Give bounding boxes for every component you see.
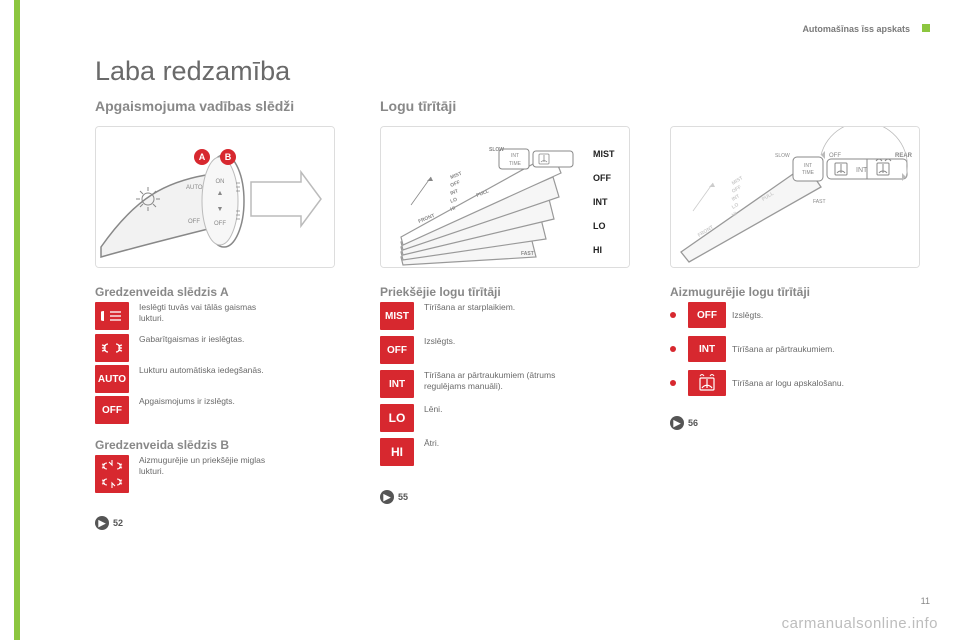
row-mist: MIST Tīrīšana ar starplaikiem. (380, 302, 515, 330)
svg-text:AUTO: AUTO (186, 185, 203, 191)
row-beam-text: Ieslēgti tuvās vai tālās gaismas lukturi… (139, 302, 256, 323)
page-number: 11 (921, 596, 930, 606)
t: Tīrīšana ar pārtraukumiem (ātrums (424, 370, 555, 380)
col2-heading: Priekšējie logu tīrītāji (380, 285, 501, 299)
row-int: INT Tīrīšana ar pārtraukumiem (ātrums re… (380, 370, 555, 398)
col2-subheading: Logu tīrītāji (380, 98, 456, 114)
svg-text:REAR: REAR (895, 153, 913, 159)
svg-text:HI: HI (593, 245, 602, 255)
row-foff-text: Izslēgts. (424, 336, 455, 347)
row-foff: OFF Izslēgts. (380, 336, 455, 364)
svg-text:OFF: OFF (188, 219, 200, 225)
roff-icon: OFF (688, 302, 726, 328)
row-mist-text: Tīrīšana ar starplaikiem. (424, 302, 515, 313)
row-rint-text: Tīrīšana ar pārtraukumiem. (732, 344, 835, 355)
svg-text:OFF: OFF (829, 153, 841, 159)
svg-text:MIST: MIST (593, 149, 615, 159)
int-icon: INT (380, 370, 414, 398)
t: regulējams manuāli). (424, 381, 503, 391)
off-icon: OFF (95, 396, 129, 424)
section-square (922, 24, 930, 32)
hi-icon: HI (380, 438, 414, 466)
col3-heading: Aizmugurējie logu tīrītāji (670, 285, 810, 299)
svg-text:OFF: OFF (214, 221, 226, 227)
svg-text:TIME: TIME (802, 170, 815, 176)
mist-icon: MIST (380, 302, 414, 330)
auto-icon: AUTO (95, 365, 129, 393)
row-lo-text: Lēni. (424, 404, 442, 415)
lo-icon: LO (380, 404, 414, 432)
lighting-stalk-illus: ON ▲ ▼ OFF AUTO OFF A B (95, 126, 335, 268)
svg-text:A: A (199, 152, 206, 162)
col1-heading-a: Gredzenveida slēdzis A (95, 285, 229, 299)
arrow-icon: ▶ (380, 490, 394, 504)
arrow-icon: ▶ (95, 516, 109, 530)
row-int-text: Tīrīšana ar pārtraukumiem (ātrums regulē… (424, 370, 555, 391)
row-hi: HI Ātri. (380, 438, 439, 466)
row-off: OFF Apgaismojums ir izslēgts. (95, 396, 235, 424)
col1-pageref: ▶ 52 (95, 516, 123, 530)
row-rint: INT Tīrīšana ar pārtraukumiem. (670, 336, 835, 362)
front-wiper-illus: INT TIME MIST OFF INT LO HI PULL FRONT S… (380, 126, 630, 268)
accent-bar (14, 0, 20, 640)
svg-text:LO: LO (593, 221, 606, 231)
pageref-num: 52 (113, 518, 123, 528)
row-roff-text: Izslēgts. (732, 310, 763, 321)
svg-text:FAST: FAST (813, 199, 826, 205)
svg-text:TIME: TIME (509, 161, 522, 167)
rear-wiper-illus: INT OFF REAR MIST OFF INT LO HI PULL FRO… (670, 126, 920, 268)
pageref-num: 56 (688, 418, 698, 428)
rint-icon: INT (688, 336, 726, 362)
col1-subheading: Apgaismojuma vadības slēdži (95, 98, 294, 114)
dot-icon (670, 346, 676, 352)
page: Automašīnas īss apskats Laba redzamība A… (0, 0, 960, 640)
row-hi-text: Ātri. (424, 438, 439, 449)
svg-text:▲: ▲ (217, 190, 224, 197)
page-title: Laba redzamība (95, 56, 290, 87)
row-sidelights-text: Gabarītgaismas ir ieslēgtas. (139, 334, 244, 345)
svg-text:INT: INT (804, 163, 812, 169)
washer-icon (688, 370, 726, 396)
arrow-icon: ▶ (670, 416, 684, 430)
foff-icon: OFF (380, 336, 414, 364)
pageref-num: 55 (398, 492, 408, 502)
fog-icon (95, 455, 129, 493)
dot-icon (670, 312, 676, 318)
svg-text:INT: INT (511, 153, 519, 159)
row-auto-text: Lukturu automātiska iedegšanās. (139, 365, 264, 376)
row-fog: Aizmugurējie un priekšējie miglas luktur… (95, 455, 265, 493)
row-off-text: Apgaismojums ir izslēgts. (139, 396, 235, 407)
sidelights-icon (95, 334, 129, 362)
t: Aizmugurējie un priekšējie miglas (139, 455, 265, 465)
svg-text:SLOW: SLOW (775, 153, 790, 159)
col1-heading-b: Gredzenveida slēdzis B (95, 438, 229, 452)
t: lukturi. (139, 313, 164, 323)
t: lukturi. (139, 466, 164, 476)
svg-text:ON: ON (216, 179, 225, 185)
row-fog-text: Aizmugurējie un priekšējie miglas luktur… (139, 455, 265, 476)
svg-text:B: B (225, 152, 232, 162)
row-auto: AUTO Lukturu automātiska iedegšanās. (95, 365, 264, 393)
watermark: carmanualsonline.info (782, 615, 938, 632)
section-label: Automašīnas īss apskats (802, 24, 910, 34)
row-lo: LO Lēni. (380, 404, 442, 432)
col3-pageref: ▶ 56 (670, 416, 698, 430)
svg-text:FAST: FAST (521, 251, 534, 257)
row-roff: OFF Izslēgts. (670, 302, 763, 328)
svg-text:SLOW: SLOW (489, 147, 504, 153)
row-washer: Tīrīšana ar logu apskalošanu. (670, 370, 844, 396)
svg-text:OFF: OFF (593, 173, 611, 183)
svg-text:INT: INT (856, 167, 868, 174)
row-beam: Ieslēgti tuvās vai tālās gaismas lukturi… (95, 302, 256, 330)
col2-pageref: ▶ 55 (380, 490, 408, 504)
t: Ieslēgti tuvās vai tālās gaismas (139, 302, 256, 312)
dot-icon (670, 380, 676, 386)
svg-text:INT: INT (593, 197, 608, 207)
row-sidelights: Gabarītgaismas ir ieslēgtas. (95, 334, 244, 362)
svg-text:▼: ▼ (217, 206, 224, 213)
beam-icon (95, 302, 129, 330)
row-washer-text: Tīrīšana ar logu apskalošanu. (732, 378, 844, 389)
